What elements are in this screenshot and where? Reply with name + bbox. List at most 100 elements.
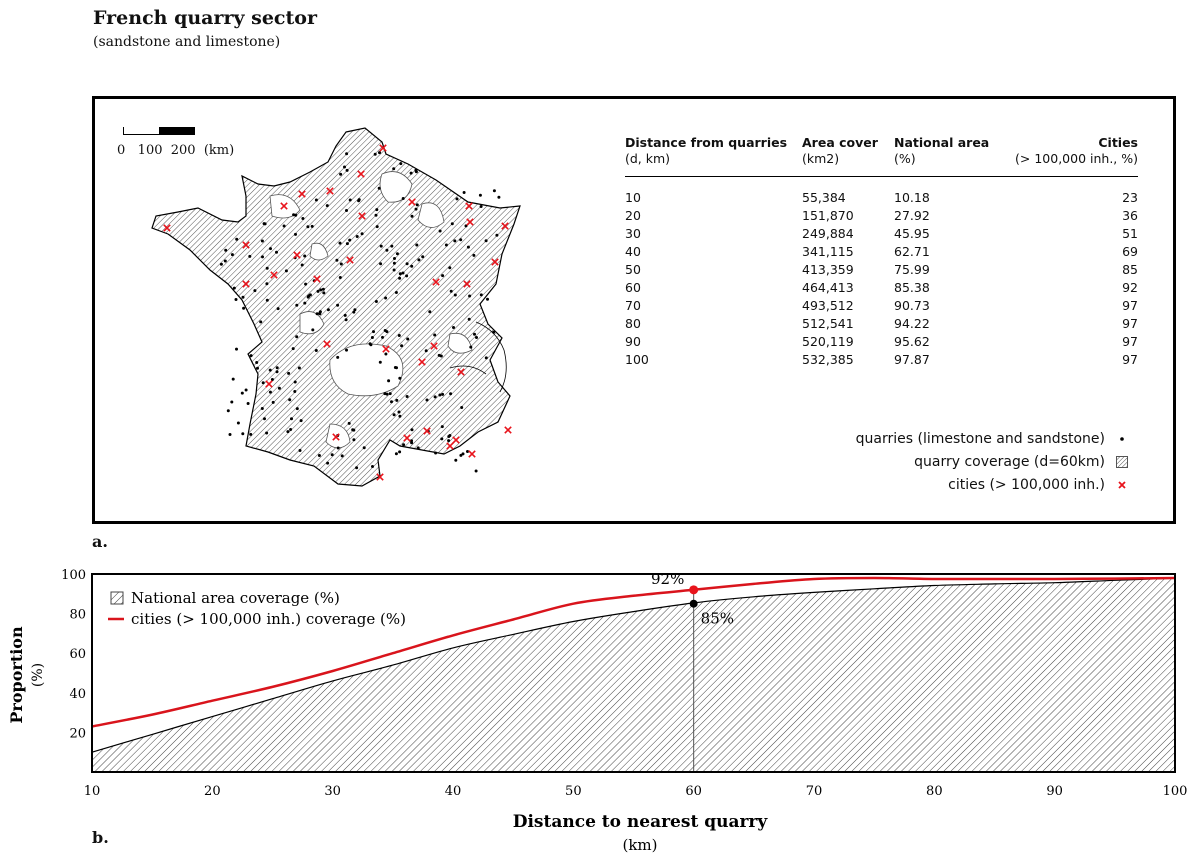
dot-icon	[1111, 436, 1133, 442]
quarry-dot	[256, 366, 259, 370]
quarry-dot	[321, 287, 325, 291]
quarry-dot	[355, 466, 359, 470]
quarry-dot	[406, 337, 410, 341]
quarry-dot	[398, 272, 402, 276]
quarry-dot	[362, 446, 366, 450]
quarry-dot	[449, 289, 453, 293]
cities-marker-point	[689, 585, 699, 595]
table-cell: 75.99	[894, 262, 930, 277]
city-cross	[432, 278, 440, 286]
y-tick-label: 80	[69, 608, 86, 623]
city-cross	[280, 202, 288, 210]
quarry-dot	[469, 345, 473, 349]
city-cross	[457, 368, 465, 376]
cross-icon	[1111, 480, 1133, 490]
quarry-dot	[497, 195, 501, 199]
table-row: 30 249,884 45.95 51	[625, 225, 1138, 243]
table-cell: 341,115	[802, 244, 854, 259]
quarry-dot	[434, 451, 438, 455]
quarry-dot	[417, 258, 421, 262]
quarry-dot	[486, 297, 489, 301]
quarry-dot	[336, 303, 340, 307]
city-cross	[382, 345, 390, 353]
quarry-dot	[300, 263, 304, 267]
table-cell: 85	[1122, 262, 1138, 277]
france-map	[151, 127, 521, 487]
x-tick-label: 100	[1163, 784, 1188, 799]
table-cell: 100	[625, 352, 649, 367]
quarry-dot	[297, 366, 301, 370]
quarry-dot	[226, 409, 230, 413]
quarry-dot	[441, 392, 445, 396]
quarry-dot	[397, 334, 401, 337]
quarry-dot	[373, 152, 377, 156]
quarry-dot	[424, 349, 428, 353]
uncovered-area	[417, 202, 445, 228]
table-row: 80 512,541 94.22 97	[625, 315, 1138, 333]
quarry-dot	[345, 209, 348, 212]
quarry-dot	[453, 293, 457, 297]
quarry-dot	[474, 469, 478, 473]
y-tick-label: 100	[61, 568, 86, 583]
table-row: 90 520,119 95.62 97	[625, 333, 1138, 351]
table-header-row: Distance from quarries (d, km) Area cover…	[625, 135, 1138, 177]
quarry-dot	[388, 392, 392, 396]
y-tick-label: 20	[69, 726, 86, 741]
quarry-dot	[425, 398, 429, 402]
quarry-dot	[410, 439, 413, 443]
quarry-dot	[269, 247, 272, 251]
city-cross	[418, 358, 426, 366]
table-row: 100 532,385 97.87 97	[625, 351, 1138, 369]
quarry-dot	[462, 191, 466, 194]
legend-item: cities (> 100,000 inh.)	[856, 473, 1133, 496]
quarry-dot	[495, 233, 499, 237]
table-cell: 23	[1122, 190, 1138, 205]
quarry-dot	[410, 214, 414, 218]
quarry-dot	[414, 168, 418, 172]
quarry-dot	[381, 335, 384, 339]
city-cross	[465, 202, 473, 210]
quarry-dot	[370, 336, 374, 339]
quarry-dot	[236, 421, 240, 425]
x-tick-label: 40	[445, 784, 462, 799]
quarry-dot	[335, 258, 339, 262]
quarry-dot	[339, 262, 343, 266]
city-cross	[379, 144, 387, 152]
city-cross	[346, 256, 354, 264]
quarry-dot	[249, 354, 253, 358]
area-marker-point	[689, 599, 698, 608]
quarry-dot	[428, 310, 432, 314]
x-tick-label: 30	[324, 784, 341, 799]
quarry-dot	[395, 398, 399, 402]
quarry-dot	[449, 392, 453, 396]
quarry-dot	[299, 419, 303, 423]
scale-bar-labels: 0 100 200 (km)	[117, 143, 235, 158]
quarry-dot	[392, 167, 396, 171]
table-cell: 20	[625, 208, 641, 223]
city-cross	[357, 170, 365, 178]
quarry-dot	[249, 432, 253, 436]
quarry-dot	[232, 286, 236, 290]
x-tick-label: 10	[84, 784, 101, 799]
annotation-85: 85%	[701, 610, 734, 628]
legend-item: quarry coverage (d=60km)	[856, 450, 1133, 473]
legend-item: quarries (limestone and sandstone)	[856, 427, 1133, 450]
quarry-dot	[352, 310, 356, 314]
quarry-dot	[290, 417, 293, 421]
quarry-dot	[277, 386, 281, 390]
table-cell: 69	[1122, 244, 1138, 259]
table-cell: 80	[625, 316, 641, 331]
table-header: Cities (> 100,000 inh., %)	[1015, 135, 1138, 166]
quarry-dot	[375, 208, 379, 212]
quarry-dot	[314, 198, 318, 202]
city-cross	[452, 436, 460, 444]
quarry-dot	[343, 313, 347, 317]
table-row: 10 55,384 10.18 23	[625, 177, 1138, 208]
quarry-dot	[345, 168, 349, 172]
quarry-dot	[368, 342, 372, 346]
quarry-dot	[228, 433, 232, 436]
quarry-dot	[492, 189, 496, 193]
table-cell: 151,870	[802, 208, 854, 223]
city-cross	[293, 251, 301, 259]
quarry-dot	[453, 239, 457, 243]
